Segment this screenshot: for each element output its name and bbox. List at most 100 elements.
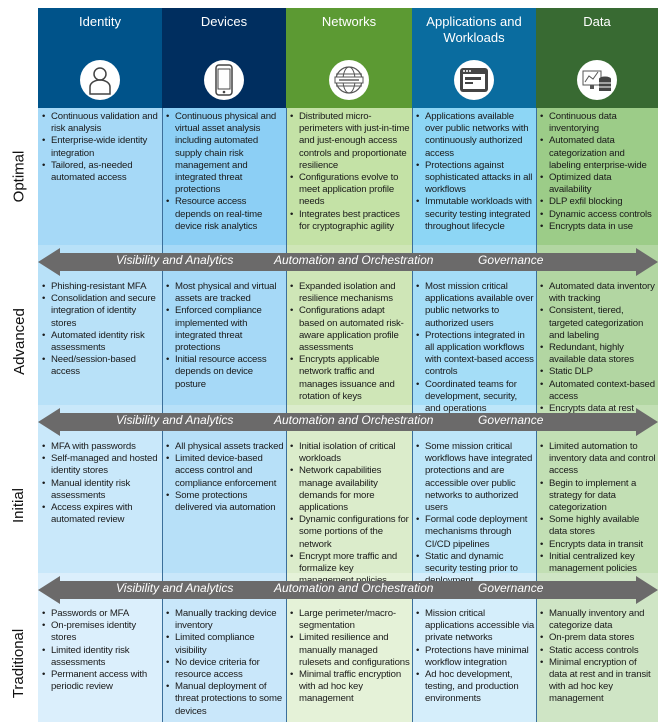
maturity-cell: MFA with passwordsSelf-managed and hoste…: [38, 438, 162, 573]
list-item: Initial resource access depends on devic…: [164, 354, 284, 391]
maturity-cell: Expanded isolation and resilience mechan…: [286, 278, 412, 405]
list-item: Applications available over public netwo…: [414, 111, 534, 160]
list-item: Network capabilities manage availability…: [288, 465, 410, 514]
maturity-cell: Applications available over public netwo…: [412, 108, 536, 245]
list-item: Continuous physical and virtual asset an…: [164, 111, 284, 196]
list-item: Encrypt more traffic and formalize key m…: [288, 551, 410, 588]
list-item: Enforced compliance implemented with int…: [164, 305, 284, 354]
list-item: Need/session-based access: [40, 354, 160, 378]
list-item: DLP exfil blocking: [538, 196, 656, 208]
list-item: Resource access depends on real-time dev…: [164, 196, 284, 233]
column-title: Applications and Workloads: [426, 14, 522, 45]
maturity-cell: Limited automation to inventory data and…: [536, 438, 658, 575]
list-item: All physical assets tracked: [164, 441, 284, 453]
capabilities-arrow: Visibility and Analytics Automation and O…: [38, 406, 658, 438]
list-item: Ad hoc development, testing, and product…: [414, 669, 534, 706]
list-item: Limited identity risk assessments: [40, 645, 160, 669]
list-item: On-premises identity stores: [40, 620, 160, 644]
list-item: Protections integrated in all applicatio…: [414, 330, 534, 379]
list-item: Continuous validation and risk analysis: [40, 111, 160, 135]
list-item: Encrypts data at rest: [538, 403, 656, 415]
list-item: Automated identity risk assessments: [40, 330, 160, 354]
list-item: Immutable workloads with security testin…: [414, 196, 534, 233]
list-item: Continuous data inventorying: [538, 111, 656, 135]
application-window-icon: [454, 60, 494, 100]
list-item: Tailored, as-needed automated access: [40, 160, 160, 184]
list-item: Static access controls: [538, 645, 656, 657]
list-item: Protections have minimal workflow integr…: [414, 645, 534, 669]
list-item: Manual identity risk assessments: [40, 478, 160, 502]
maturity-cell: Phishing-resistant MFAConsolidation and …: [38, 278, 162, 405]
list-item: Configurations adapt based on automated …: [288, 305, 410, 354]
maturity-cell: Manually inventory and categorize dataOn…: [536, 605, 658, 722]
list-item: Minimal traffic encryption with ad hoc k…: [288, 669, 410, 706]
list-item: No device criteria for resource access: [164, 657, 284, 681]
list-item: On-prem data stores: [538, 632, 656, 644]
list-item: Mission critical applications accessible…: [414, 608, 534, 645]
list-item: Enterprise-wide identity integration: [40, 135, 160, 159]
level-label: Initial: [10, 487, 28, 524]
list-item: Manual deployment of threat protections …: [164, 681, 284, 718]
list-item: Phishing-resistant MFA: [40, 281, 160, 293]
list-item: Encrypts data in use: [538, 221, 656, 233]
arrow-label: Automation and Orchestration: [274, 413, 434, 427]
list-item: Initial centralized key management polic…: [538, 551, 656, 575]
double-arrow-shape: [38, 248, 658, 276]
maturity-cell: Mission critical applications accessible…: [412, 605, 536, 722]
list-item: Minimal encryption of data at rest and i…: [538, 657, 656, 706]
list-item: Self-managed and hosted identity stores: [40, 453, 160, 477]
double-arrow-shape: [38, 576, 658, 604]
data-analytics-icon: [577, 60, 617, 100]
maturity-cell: Distributed micro-perimeters with just-i…: [286, 108, 412, 245]
list-item: Access expires with automated review: [40, 502, 160, 526]
column-title: Identity: [79, 14, 121, 29]
list-item: Integrates best practices for cryptograp…: [288, 209, 410, 233]
network-globe-icon: [329, 60, 369, 100]
list-item: Initial isolation of critical workloads: [288, 441, 410, 465]
column-title: Data: [583, 14, 611, 29]
double-arrow-shape: [38, 408, 658, 436]
maturity-cell: All physical assets trackedLimited devic…: [162, 438, 286, 573]
arrow-label: Visibility and Analytics: [116, 581, 234, 595]
list-item: Automated data categorization and labeli…: [538, 135, 656, 172]
list-item: Formal code deployment mechanisms throug…: [414, 514, 534, 551]
list-item: Distributed micro-perimeters with just-i…: [288, 111, 410, 172]
list-item: Some highly available data stores: [538, 514, 656, 538]
arrow-label: Governance: [478, 253, 544, 267]
arrow-label: Visibility and Analytics: [116, 413, 234, 427]
list-item: Limited resilience and manually managed …: [288, 632, 410, 669]
list-item: MFA with passwords: [40, 441, 160, 453]
list-item: Some mission critical workflows have int…: [414, 441, 534, 514]
arrow-label: Visibility and Analytics: [116, 253, 234, 267]
list-item: Encrypts applicable network traffic and …: [288, 354, 410, 403]
column-header-1: Devices: [162, 8, 286, 108]
column-title: Networks: [321, 14, 377, 29]
capabilities-arrow: Visibility and Analytics Automation and O…: [38, 574, 658, 606]
list-item: Static and dynamic security testing prio…: [414, 551, 534, 588]
level-label: Optimal: [10, 150, 28, 203]
arrow-label: Governance: [478, 581, 544, 595]
list-item: Protections against sophisticated attack…: [414, 160, 534, 197]
list-item: Begin to implement a strategy for data c…: [538, 478, 656, 515]
arrow-label: Automation and Orchestration: [274, 253, 434, 267]
list-item: Coordinated teams for development, secur…: [414, 379, 534, 416]
list-item: Passwords or MFA: [40, 608, 160, 620]
arrow-label: Automation and Orchestration: [274, 581, 434, 595]
list-item: Some protections delivered via automatio…: [164, 490, 284, 514]
list-item: Large perimeter/macro-segmentation: [288, 608, 410, 632]
level-label: Advanced: [10, 308, 28, 375]
maturity-cell: Continuous data inventoryingAutomated da…: [536, 108, 658, 245]
list-item: Configurations evolve to meet applicatio…: [288, 172, 410, 209]
mobile-device-icon: [204, 60, 244, 100]
list-item: Automated context-based access: [538, 379, 656, 403]
maturity-cell: Manually tracking device inventoryLimite…: [162, 605, 286, 722]
list-item: Permanent access with periodic review: [40, 669, 160, 693]
list-item: Dynamic access controls: [538, 209, 656, 221]
list-item: Dynamic configurations for some portions…: [288, 514, 410, 551]
maturity-cell: Most physical and virtual assets are tra…: [162, 278, 286, 405]
list-item: Manually tracking device inventory: [164, 608, 284, 632]
list-item: Limited device-based access control and …: [164, 453, 284, 490]
person-icon: [80, 60, 120, 100]
maturity-cell: Continuous validation and risk analysisE…: [38, 108, 162, 245]
maturity-cell: Automated data inventory with trackingCo…: [536, 278, 658, 415]
